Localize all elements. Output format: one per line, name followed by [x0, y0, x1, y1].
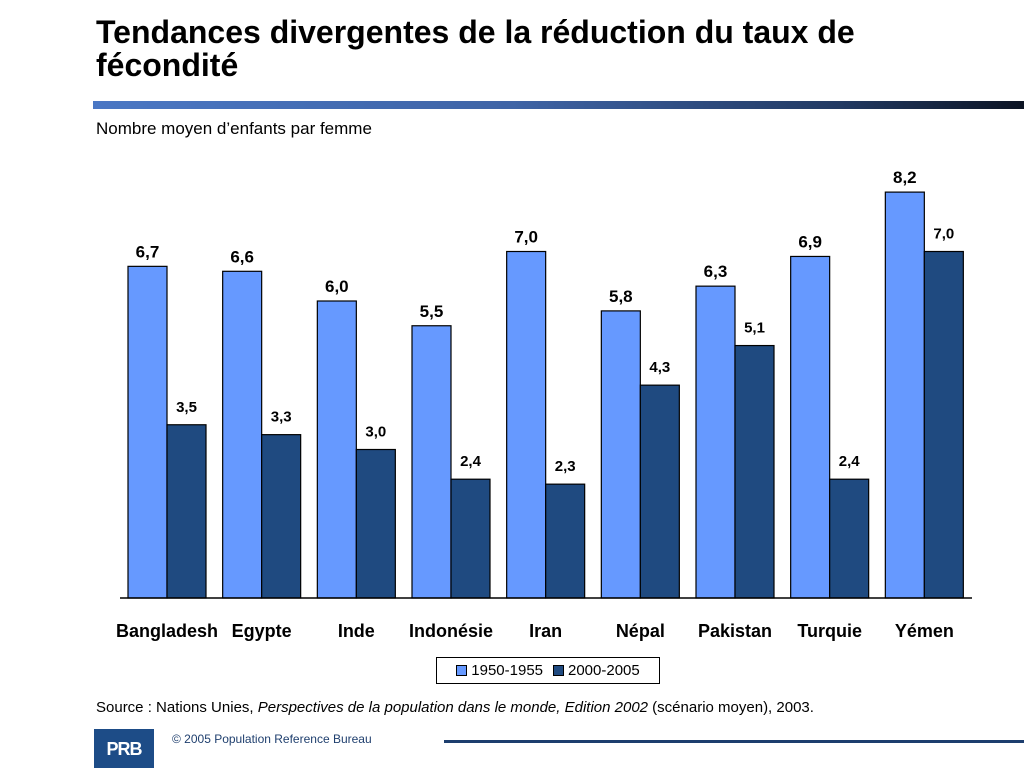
category-label: Yémen [895, 621, 954, 641]
data-label-1950-1955: 6,7 [136, 242, 160, 261]
data-label-2000-2005: 2,3 [555, 458, 576, 475]
bar-chart: 6,7 3,5 Bangladesh 6,6 3,3 Egypte 6,0 3,0 Inde 5,… [116, 168, 972, 641]
prb-logo-text: PRB [106, 739, 142, 759]
data-label-1950-1955: 6,3 [704, 262, 728, 281]
legend-label-1950-1955: 1950-1955 [471, 662, 543, 679]
bar-1950-1955 [316, 300, 357, 599]
bar-2000-2005 [829, 478, 870, 599]
category-label: Inde [338, 621, 375, 641]
source-note: Source : Nations Unies, Perspectives de … [96, 699, 814, 716]
bar-1950-1955 [600, 310, 641, 599]
bar-1950-1955 [127, 265, 168, 599]
prb-logo-mark: PRB [106, 739, 143, 759]
data-label-1950-1955: 6,0 [325, 277, 349, 296]
category-label: Turquie [797, 621, 862, 641]
bar-1950-1955 [411, 325, 452, 599]
data-label-2000-2005: 4,3 [649, 359, 670, 376]
data-label-1950-1955: 5,8 [609, 287, 633, 306]
footer-divider [444, 740, 1024, 743]
category-label: Egypte [232, 621, 292, 641]
copyright-text: © 2005 Population Reference Bureau [172, 732, 372, 746]
data-label-1950-1955: 8,2 [893, 168, 917, 187]
legend-item-1950-1955: 1950-1955 [456, 662, 543, 679]
legend-item-2000-2005: 2000-2005 [553, 662, 640, 679]
legend-swatch-2000-2005 [553, 665, 564, 676]
bar-2000-2005 [355, 448, 396, 599]
data-label-2000-2005: 2,4 [460, 453, 482, 470]
category-label: Iran [529, 621, 562, 641]
data-label-2000-2005: 5,1 [744, 320, 765, 337]
bar-1950-1955 [222, 270, 263, 599]
source-publication: Perspectives de la population dans le mo… [257, 699, 649, 716]
data-label-2000-2005: 2,4 [839, 453, 861, 470]
bar-2000-2005 [734, 344, 775, 599]
legend-label-2000-2005: 2000-2005 [568, 662, 640, 679]
bar-1950-1955 [695, 285, 736, 599]
slide-title: Tendances divergentes de la réduction du… [96, 14, 855, 83]
bar-2000-2005 [261, 434, 302, 599]
bar-2000-2005 [166, 424, 207, 599]
legend-swatch-1950-1955 [456, 665, 468, 676]
data-label-2000-2005: 7,0 [933, 226, 954, 243]
bar-1950-1955 [506, 250, 547, 599]
bar-2000-2005 [639, 384, 680, 599]
bar-2000-2005 [450, 478, 491, 599]
data-label-2000-2005: 3,5 [176, 399, 197, 416]
bar-1950-1955 [884, 191, 925, 599]
category-label: Pakistan [698, 621, 772, 641]
data-label-1950-1955: 6,9 [798, 232, 822, 251]
data-label-1950-1955: 5,5 [420, 302, 444, 321]
data-label-2000-2005: 3,0 [365, 424, 386, 441]
source-suffix: (scénario moyen), 2003. [648, 699, 814, 716]
prb-logo: PRB [94, 729, 154, 768]
data-label-1950-1955: 6,6 [230, 247, 254, 266]
data-label-2000-2005: 3,3 [271, 409, 292, 426]
data-label-1950-1955: 7,0 [514, 228, 538, 247]
category-label: Indonésie [409, 621, 493, 641]
chart-subtitle: Nombre moyen d’enfants par femme [96, 119, 372, 138]
bar-1950-1955 [790, 255, 831, 599]
chart-legend: 1950-1955 2000-2005 [436, 657, 660, 684]
category-label: Bangladesh [116, 621, 218, 641]
source-prefix: Source : Nations Unies, [96, 699, 258, 716]
category-label: Népal [616, 621, 665, 641]
title-divider [93, 101, 1024, 109]
bar-2000-2005 [545, 483, 586, 599]
bar-2000-2005 [923, 250, 964, 599]
